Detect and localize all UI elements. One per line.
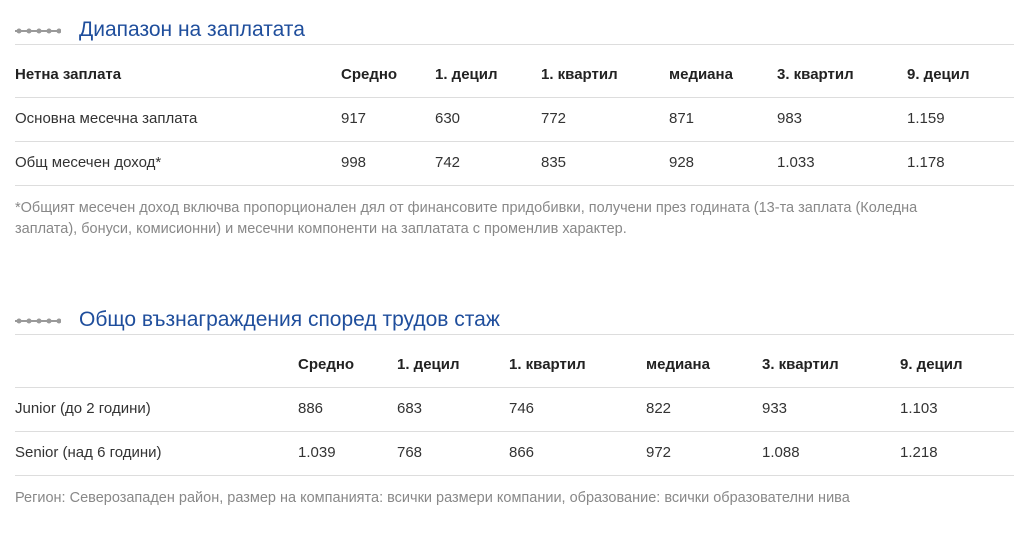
row-label: Junior (до 2 години) (15, 400, 151, 417)
cell-value: 772 (541, 110, 567, 127)
column-header: Нетна заплата (15, 66, 122, 83)
footnote: Регион: Северозападен район, размер на к… (15, 490, 850, 506)
cell-value: 1.159 (907, 110, 945, 127)
cell-value: 822 (646, 400, 672, 417)
section-title: Диапазон на заплатата (79, 18, 305, 41)
cell-value: 746 (509, 400, 535, 417)
cell-value: 866 (509, 444, 535, 461)
column-header: Средно (298, 356, 355, 373)
column-header: медиана (646, 356, 710, 373)
cell-value: 835 (541, 154, 567, 171)
rule (15, 97, 1014, 98)
cell-value: 998 (341, 154, 367, 171)
cell-value: 1.178 (907, 154, 945, 171)
cell-value: 933 (762, 400, 788, 417)
row-label: Senior (над 6 години) (15, 444, 162, 461)
column-header: 9. децил (907, 66, 970, 83)
cell-value: 917 (341, 110, 367, 127)
column-header: 3. квартил (762, 356, 839, 373)
section-icon (15, 314, 62, 332)
column-header: 1. децил (397, 356, 460, 373)
rule (15, 387, 1014, 388)
cell-value: 1.088 (762, 444, 800, 461)
column-header: медиана (669, 66, 733, 83)
cell-value: 630 (435, 110, 461, 127)
cell-value: 1.033 (777, 154, 815, 171)
rule (15, 431, 1014, 432)
icon-graphic (15, 28, 62, 34)
column-header: 1. квартил (509, 356, 586, 373)
column-header: 1. квартил (541, 66, 618, 83)
icon-graphic (15, 318, 62, 324)
rule (15, 475, 1014, 476)
cell-value: 742 (435, 154, 461, 171)
cell-value: 871 (669, 110, 695, 127)
rule (15, 185, 1014, 186)
column-header: Средно (341, 66, 398, 83)
cell-value: 683 (397, 400, 423, 417)
row-label: Основна месечна заплата (15, 110, 198, 127)
cell-value: 1.039 (298, 444, 336, 461)
cell-value: 886 (298, 400, 324, 417)
footnote: *Общият месечен доход включва пропорцион… (15, 200, 918, 237)
column-header: 1. децил (435, 66, 498, 83)
cell-value: 972 (646, 444, 672, 461)
cell-value: 1.218 (900, 444, 938, 461)
cell-value: 928 (669, 154, 695, 171)
column-header: 9. децил (900, 356, 963, 373)
rule (15, 334, 1014, 335)
column-header: 3. квартил (777, 66, 854, 83)
rule (15, 141, 1014, 142)
cell-value: 768 (397, 444, 423, 461)
rule (15, 44, 1014, 45)
cell-value: 983 (777, 110, 803, 127)
section-title: Общо възнаграждения според трудов стаж (79, 308, 500, 331)
section-icon (15, 24, 62, 42)
cell-value: 1.103 (900, 400, 938, 417)
row-label: Общ месечен доход* (15, 154, 162, 171)
